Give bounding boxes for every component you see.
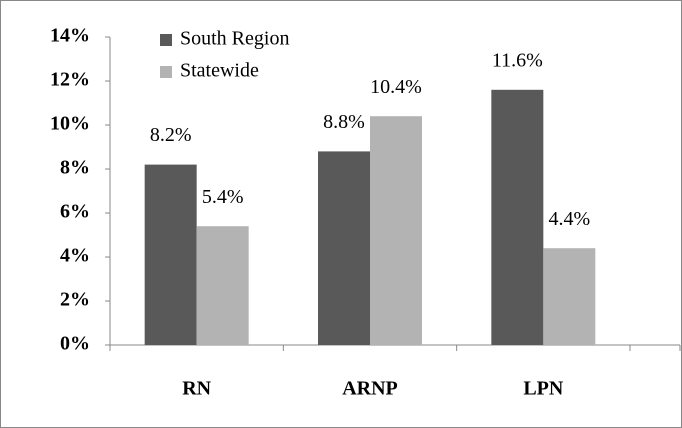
- y-tick-label: 4%: [60, 245, 90, 267]
- bar: [318, 151, 370, 345]
- y-tick-label: 0%: [60, 333, 90, 355]
- legend-label: South Region: [180, 28, 289, 50]
- value-label: 10.4%: [370, 76, 422, 98]
- bar: [491, 89, 544, 345]
- x-tick-label: RN: [182, 378, 211, 400]
- bar: [144, 164, 197, 345]
- value-label: 11.6%: [492, 49, 543, 71]
- x-tick-label: ARNP: [342, 378, 398, 400]
- bar: [370, 116, 422, 345]
- y-tick-label: 6%: [60, 201, 90, 223]
- legend-swatch: [160, 66, 172, 78]
- value-label: 8.2%: [150, 124, 192, 146]
- y-tick-label: 12%: [50, 69, 90, 91]
- bar: [196, 226, 249, 345]
- y-tick-label: 8%: [60, 157, 90, 179]
- value-label: 8.8%: [323, 111, 365, 133]
- y-tick-label: 10%: [50, 113, 90, 135]
- legend-swatch: [160, 34, 172, 46]
- x-tick-label: LPN: [523, 378, 564, 400]
- value-label: 4.4%: [548, 208, 590, 230]
- y-tick-label: 14%: [50, 25, 90, 47]
- legend-label: Statewide: [180, 60, 259, 82]
- value-label: 5.4%: [202, 186, 244, 208]
- bar: [543, 248, 596, 345]
- y-tick-label: 2%: [60, 289, 90, 311]
